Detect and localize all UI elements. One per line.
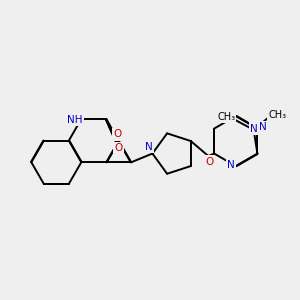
Text: N: N xyxy=(259,122,266,132)
Text: NH: NH xyxy=(67,115,83,125)
Text: N: N xyxy=(227,160,235,170)
Text: N: N xyxy=(145,142,153,152)
Text: N: N xyxy=(250,124,257,134)
Text: O: O xyxy=(113,129,122,140)
Text: CH₃: CH₃ xyxy=(268,110,286,120)
Text: O: O xyxy=(206,157,214,166)
Text: O: O xyxy=(115,143,123,153)
Text: CH₃: CH₃ xyxy=(217,112,235,122)
